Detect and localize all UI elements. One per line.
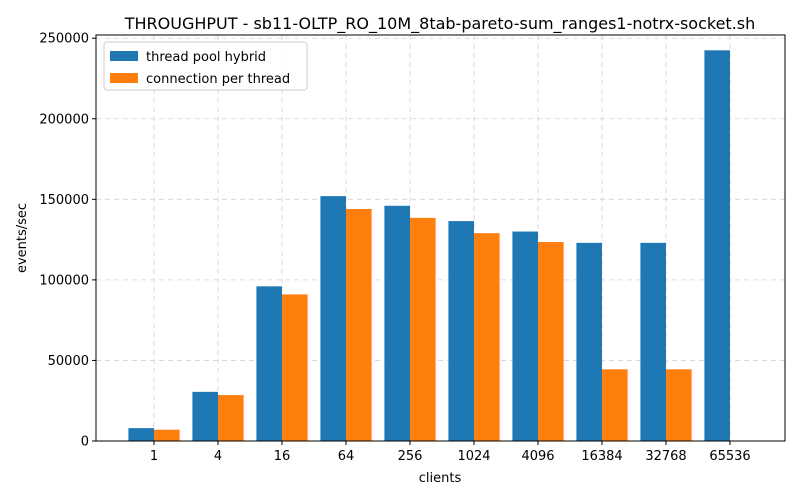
x-axis-label: clients: [419, 471, 462, 486]
y-tick-label: 100000: [39, 273, 89, 288]
x-tick-label: 32768: [645, 449, 686, 464]
bar-connection-per-thread-16384: [602, 369, 628, 441]
bar-thread-pool-hybrid-64: [320, 196, 346, 441]
bar-connection-per-thread-16: [282, 294, 308, 441]
y-tick-label: 250000: [39, 32, 89, 47]
plot-frame: [95, 34, 786, 442]
legend-label: connection per thread: [146, 72, 290, 87]
bar-connection-per-thread-4: [218, 395, 244, 441]
bar-connection-per-thread-256: [410, 217, 436, 441]
bar-thread-pool-hybrid-16384: [576, 242, 602, 441]
legend: thread pool hybrid connection per thread: [103, 41, 308, 91]
legend-label: thread pool hybrid: [146, 50, 266, 65]
x-tick-label: 64: [338, 449, 355, 464]
bar-connection-per-thread-32768: [666, 369, 692, 441]
bar-connection-per-thread-4096: [538, 242, 564, 441]
bar-thread-pool-hybrid-4096: [512, 231, 538, 441]
y-tick-label: 0: [81, 435, 89, 450]
bar-thread-pool-hybrid-32768: [640, 242, 666, 441]
bar-thread-pool-hybrid-65536: [704, 50, 730, 442]
legend-box: [103, 41, 308, 91]
legend-swatch: [110, 73, 138, 83]
bar-thread-pool-hybrid-256: [384, 205, 410, 441]
x-tick-label: 256: [398, 449, 423, 464]
chart-title: THROUGHPUT - sb11-OLTP_RO_10M_8tab-paret…: [124, 14, 756, 34]
bar-connection-per-thread-1: [154, 429, 180, 441]
x-tick-label: 16384: [581, 449, 622, 464]
legend-swatch: [110, 51, 138, 61]
y-axis-label: events/sec: [15, 203, 30, 273]
x-tick-label: 65536: [709, 449, 750, 464]
bar-thread-pool-hybrid-1: [128, 428, 154, 441]
x-tick-label: 1024: [457, 449, 490, 464]
x-tick-label: 16: [274, 449, 291, 464]
bar-thread-pool-hybrid-1024: [448, 221, 474, 441]
y-tick-label: 200000: [39, 112, 89, 127]
bar-thread-pool-hybrid-16: [256, 286, 282, 441]
bar-connection-per-thread-64: [346, 209, 372, 441]
bars: [128, 50, 730, 442]
x-tick-label: 4096: [521, 449, 554, 464]
y-tick-label: 50000: [48, 354, 89, 369]
x-tick-label: 1: [150, 449, 158, 464]
bar-connection-per-thread-1024: [474, 233, 500, 441]
y-tick-label: 150000: [39, 193, 89, 208]
bar-thread-pool-hybrid-4: [192, 391, 218, 441]
y-axis-ticks: 0 50000 100000 150000 200000 250000: [39, 32, 96, 450]
x-tick-label: 4: [214, 449, 222, 464]
x-axis-ticks: 1 4 16 64 256 1024 4096 16384 32768 65536: [150, 441, 751, 464]
